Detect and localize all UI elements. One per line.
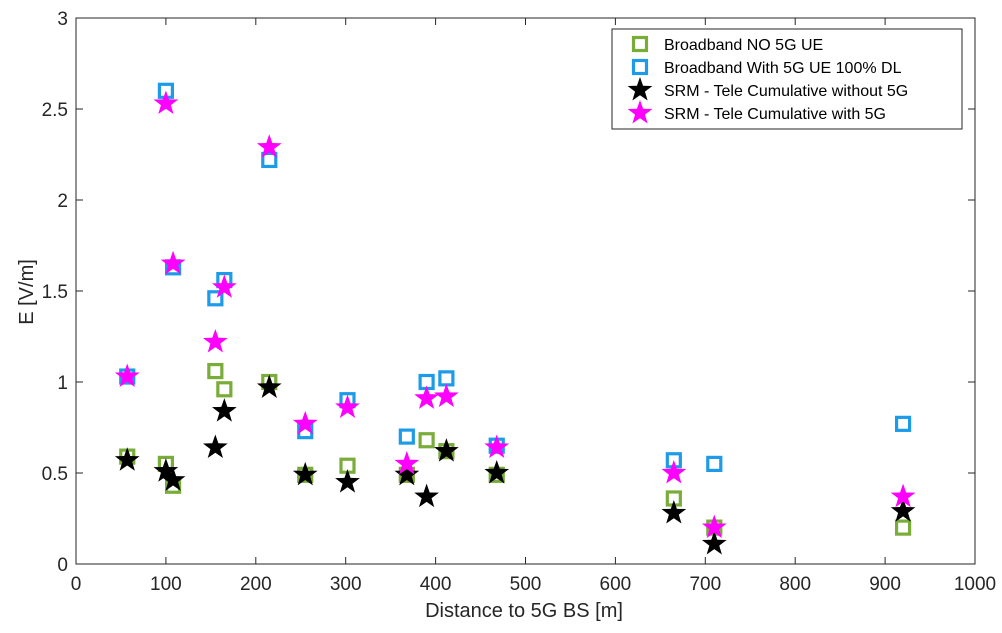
data-point-star: [211, 274, 237, 298]
series-4: [114, 90, 916, 539]
data-point-star: [153, 458, 179, 482]
data-point-star: [701, 530, 727, 555]
axes: 0 100 200 300 400 500 600 700 800 900 1000 0 0.5 1 1.5…: [42, 9, 997, 595]
data-point-square: [207, 290, 224, 307]
legend-box: [611, 28, 963, 130]
data-point-star: [394, 450, 420, 475]
y-tick-label: 1: [57, 373, 68, 394]
data-point-star: [434, 383, 459, 408]
data-point-star: [335, 394, 360, 418]
data-point-square: [418, 432, 435, 449]
legend-marker: [627, 100, 653, 124]
legend-label: Broadband With 5G UE 100% DL: [664, 60, 902, 77]
data-point-star: [211, 398, 237, 422]
data-point-star: [890, 498, 916, 522]
data-point-star: [292, 410, 318, 435]
legend-label: Broadband NO 5G UE: [664, 37, 823, 54]
data-point-square: [261, 151, 278, 169]
data-point-star: [434, 438, 459, 462]
x-axis-title: Distance to 5G BS [m]: [425, 600, 623, 622]
x-tick-label: 400: [420, 574, 452, 595]
legend-item: SRM - Tele Cumulative without 5G: [627, 77, 908, 101]
data-point-square: [216, 381, 233, 398]
y-tick-label: 3: [57, 9, 68, 30]
legend-label: SRM - Tele Cumulative without 5G: [664, 83, 908, 100]
x-tick-label: 900: [869, 574, 901, 595]
legend-marker: [631, 35, 649, 53]
data-point-star: [202, 328, 228, 353]
data-point-square: [398, 428, 415, 445]
x-tick-label: 300: [330, 574, 362, 595]
data-point-star: [160, 467, 186, 491]
legend-item: Broadband With 5G UE 100% DL: [631, 58, 902, 77]
x-tick-label: 200: [240, 574, 272, 595]
data-point-star: [202, 434, 228, 459]
data-point-star: [701, 514, 727, 539]
x-tick-label: 500: [510, 574, 542, 595]
x-tick-label: 600: [600, 574, 632, 595]
data-point-star: [292, 461, 318, 486]
data-point-star: [414, 483, 439, 508]
legend-marker: [631, 58, 649, 76]
data-point-star: [256, 134, 282, 158]
data-point-star: [114, 447, 140, 471]
y-tick-label: 1.5: [42, 282, 68, 303]
x-tick-label: 100: [150, 574, 182, 595]
data-point-star: [394, 461, 420, 486]
legend-item: SRM - Tele Cumulative with 5G: [627, 100, 886, 124]
data-point-star: [890, 483, 916, 508]
y-tick-label: 0: [57, 555, 68, 576]
data-point-star: [160, 250, 186, 275]
y-axis-title: E [V/m]: [16, 259, 38, 325]
data-point-star: [114, 363, 140, 388]
data-point-star: [335, 469, 360, 493]
data-point-square: [207, 362, 224, 380]
y-tick-label: 2: [57, 191, 68, 212]
data-point-star: [484, 460, 510, 484]
data-point-square: [894, 415, 912, 432]
legend-item: Broadband NO 5G UE: [631, 35, 823, 54]
data-point-square: [894, 519, 912, 536]
data-marks: [114, 82, 916, 555]
data-point-star: [484, 434, 510, 459]
data-point-square: [706, 455, 723, 472]
legend-marker: [627, 77, 653, 101]
y-tick-label: 2.5: [42, 100, 68, 121]
data-point-star: [153, 90, 179, 115]
x-tick-label: 0: [71, 574, 82, 595]
data-point-star: [256, 374, 282, 398]
x-tick-label: 1000: [954, 574, 996, 595]
data-point-star: [661, 460, 687, 484]
series-3: [114, 374, 916, 555]
x-tick-label: 700: [689, 574, 721, 595]
data-point-star: [661, 500, 687, 524]
y-tick-label: 0.5: [42, 464, 68, 485]
data-point-star: [414, 385, 439, 409]
legend-label: SRM - Tele Cumulative with 5G: [664, 106, 886, 123]
legend: Broadband NO 5G UE Broadband With 5G UE 1…: [611, 28, 963, 130]
x-tick-label: 800: [779, 574, 811, 595]
